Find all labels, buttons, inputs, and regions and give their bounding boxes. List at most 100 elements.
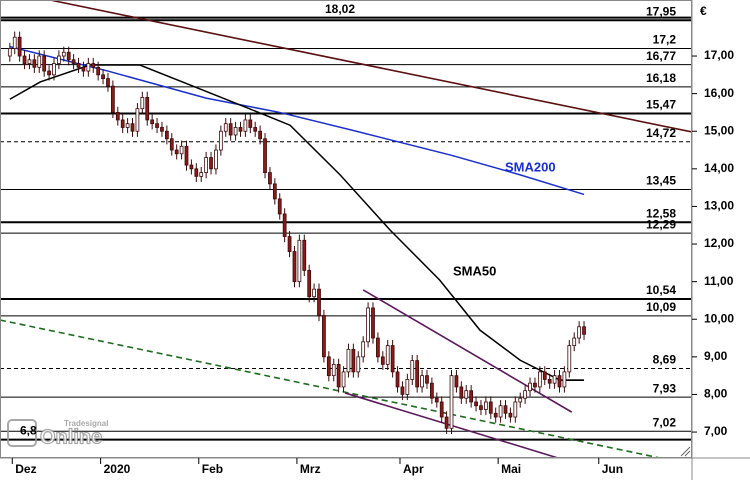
- candle-body: [385, 345, 390, 365]
- y-tick-label: 8,00: [704, 387, 728, 401]
- candle-body: [415, 360, 420, 388]
- candle-body: [479, 405, 483, 410]
- candle-body: [341, 371, 346, 388]
- candle-body: [12, 36, 17, 49]
- plot-area: [0, 0, 692, 458]
- y-tick-label: 15,00: [704, 123, 734, 137]
- level-label: 6,8: [20, 424, 37, 438]
- candle-body: [464, 390, 469, 399]
- candle-body: [483, 401, 488, 410]
- candle-body: [106, 78, 110, 87]
- x-tick-label: Mai: [501, 462, 521, 476]
- candle-body: [444, 416, 449, 429]
- candle-body: [218, 130, 223, 151]
- candle-body: [7, 48, 12, 57]
- candle-body: [243, 119, 248, 132]
- candle-body: [567, 345, 572, 373]
- candle-body: [537, 371, 542, 388]
- y-tick-label: 13,00: [704, 199, 734, 213]
- currency-label: €: [700, 4, 707, 18]
- candle-body: [76, 63, 81, 68]
- watermark: Tradesignal Online: [7, 419, 108, 449]
- x-tick-label: Dez: [15, 462, 36, 476]
- candle-body: [52, 63, 56, 76]
- candle-body: [179, 145, 184, 155]
- candle-body: [469, 390, 474, 403]
- candle-body: [27, 59, 32, 64]
- x-tick-label: Jun: [602, 462, 623, 476]
- candle-body: [268, 172, 272, 185]
- level-label: 7,02: [653, 415, 677, 429]
- x-tick-label: 2020: [104, 462, 131, 476]
- candle-body: [503, 405, 508, 414]
- candle-body: [282, 213, 287, 237]
- candle-body: [263, 138, 267, 173]
- sma-line: [9, 45, 585, 196]
- logo-text: Tradesignal: [64, 419, 108, 428]
- candle-body: [326, 356, 331, 377]
- candle-body: [223, 123, 228, 132]
- trendline: [49, 0, 692, 133]
- candle-body: [346, 348, 351, 373]
- candle-body: [135, 108, 140, 132]
- candle-body: [518, 397, 523, 403]
- candle-body: [395, 371, 400, 388]
- candle-body: [577, 326, 581, 339]
- candle-body: [322, 315, 326, 358]
- candle-body: [297, 239, 302, 283]
- level-label: 14,72: [646, 126, 676, 140]
- candle-body: [312, 288, 316, 298]
- y-tick-label: 9,00: [704, 349, 728, 363]
- candle-body: [528, 382, 532, 392]
- candle-body: [508, 412, 513, 418]
- candle-body: [277, 198, 282, 215]
- level-label: 18,02: [325, 2, 355, 16]
- candle-body: [390, 345, 395, 373]
- candle-body: [498, 405, 503, 418]
- candle-body: [253, 127, 258, 132]
- x-tick-label: Apr: [403, 462, 424, 476]
- candle-body: [425, 375, 429, 384]
- candle-body: [248, 119, 253, 128]
- candle-body: [434, 397, 439, 403]
- candle-body: [37, 55, 42, 68]
- logo-text: Online: [40, 426, 102, 448]
- candle-body: [410, 360, 415, 380]
- candle-body: [66, 51, 71, 61]
- candle-body: [449, 375, 454, 429]
- y-tick-label: 16,00: [704, 86, 734, 100]
- candle-body: [371, 307, 375, 339]
- candle-body: [199, 172, 204, 177]
- level-label: 7,93: [653, 381, 677, 395]
- candle-body: [542, 371, 547, 380]
- candle-body: [562, 371, 567, 388]
- candle-body: [228, 123, 233, 136]
- candle-body: [174, 149, 179, 155]
- level-label: 12,29: [646, 217, 676, 231]
- candle-body: [420, 375, 424, 388]
- candle-body: [233, 127, 238, 136]
- candle-body: [557, 375, 562, 388]
- candle-body: [307, 269, 312, 298]
- candle-body: [86, 63, 91, 72]
- candle-body: [523, 390, 528, 399]
- candle-body: [111, 85, 115, 113]
- candle-body: [376, 337, 380, 358]
- level-label: 16,77: [646, 49, 676, 63]
- candle-body: [336, 363, 341, 388]
- candle-body: [194, 168, 199, 177]
- candle-body: [71, 59, 76, 64]
- candle-body: [331, 363, 336, 377]
- y-tick-label: 7,00: [704, 424, 728, 438]
- candle-body: [258, 130, 262, 140]
- candle-body: [351, 348, 356, 373]
- candle-body: [184, 145, 189, 166]
- y-tick-label: 10,00: [704, 311, 734, 325]
- candle-body: [272, 183, 277, 200]
- level-label: 10,54: [646, 283, 676, 297]
- candle-body: [115, 112, 120, 121]
- logo-box: [7, 419, 37, 447]
- candle-body: [81, 66, 86, 72]
